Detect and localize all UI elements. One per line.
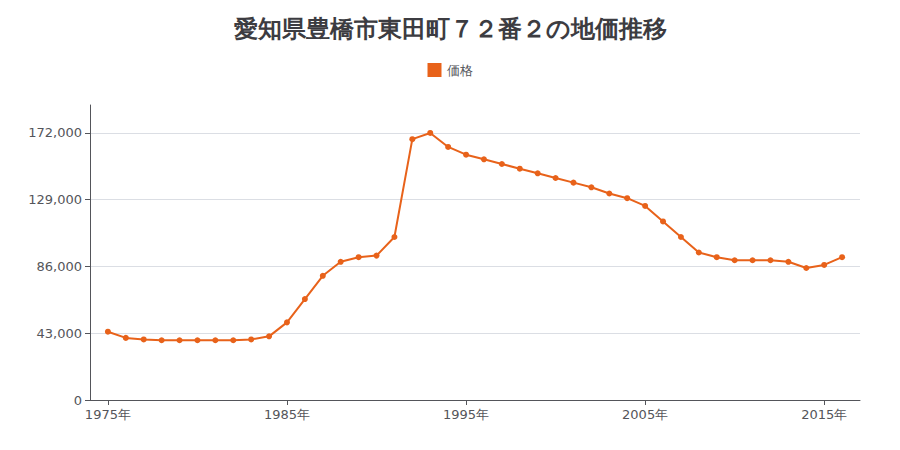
svg-text:43,000: 43,000 [37,326,83,341]
svg-text:0: 0 [74,393,82,408]
svg-text:129,000: 129,000 [28,192,82,207]
svg-text:1995年: 1995年 [443,407,489,422]
svg-text:172,000: 172,000 [28,125,82,140]
svg-text:2005年: 2005年 [622,407,668,422]
svg-text:1985年: 1985年 [264,407,310,422]
svg-text:1975年: 1975年 [85,407,131,422]
svg-text:2015年: 2015年 [801,407,847,422]
svg-text:86,000: 86,000 [37,259,83,274]
svg-text:愛知県豊橋市東田町７２番２の地価推移: 愛知県豊橋市東田町７２番２の地価推移 [234,15,667,43]
svg-text:価格: 価格 [447,63,473,78]
